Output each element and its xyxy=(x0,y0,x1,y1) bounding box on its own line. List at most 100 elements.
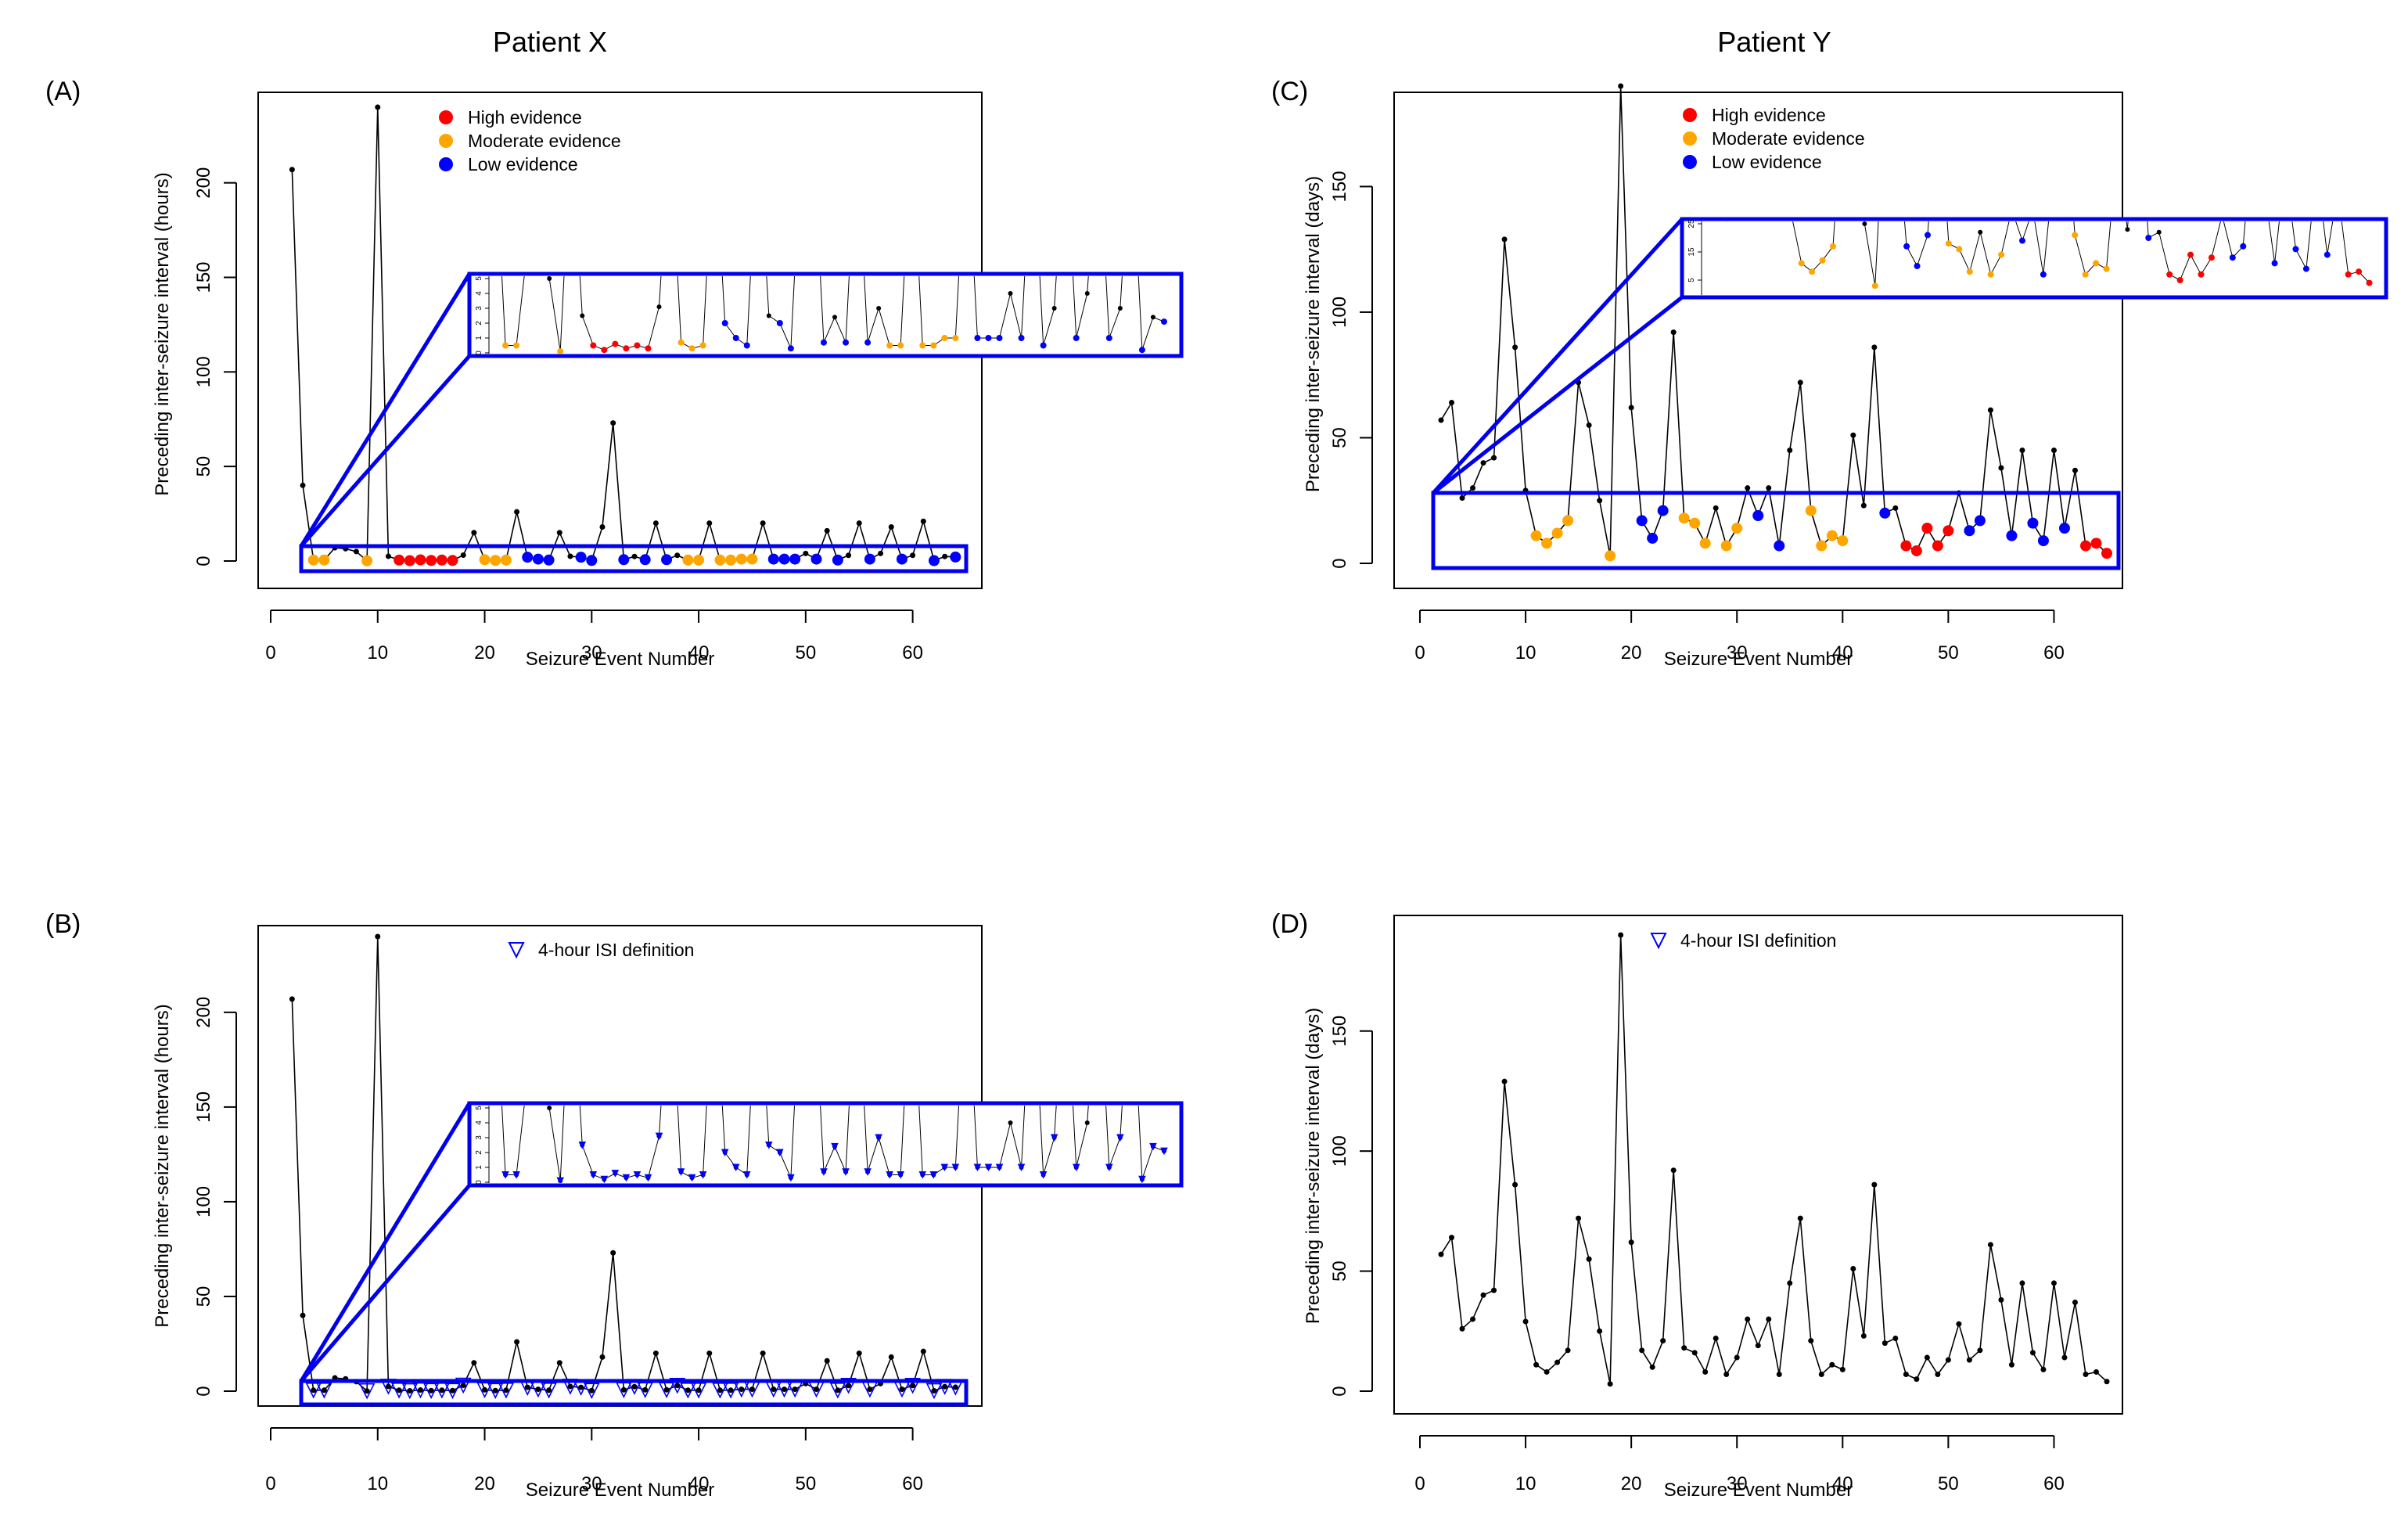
inset-data-point xyxy=(721,320,728,326)
inset-data-point xyxy=(688,345,695,352)
data-point-plain xyxy=(1597,1328,1603,1334)
inset-data-point xyxy=(776,320,783,326)
data-point-plain xyxy=(1533,1361,1540,1368)
inset-isi-triangle xyxy=(776,1149,784,1157)
data-point-moderate xyxy=(1530,530,1542,541)
y-tick-label: 50 xyxy=(193,456,214,477)
data-point-moderate xyxy=(682,554,694,566)
inset-data-point xyxy=(886,342,893,349)
data-point-plain xyxy=(910,552,916,559)
x-tick-label: 0 xyxy=(265,1473,275,1494)
zoom-region-box xyxy=(299,1379,969,1407)
inset-data-point xyxy=(2187,251,2194,258)
inset-isi-triangle xyxy=(973,1163,982,1172)
x-tick-label: 20 xyxy=(474,1473,495,1494)
inset-data-point xyxy=(876,306,882,311)
data-point-plain xyxy=(1850,1266,1856,1272)
x-tick-label: 20 xyxy=(1621,642,1642,663)
inset-data-point xyxy=(996,335,1003,341)
inset-data-point xyxy=(1018,335,1025,341)
data-point-plain xyxy=(663,1386,670,1393)
data-point-plain xyxy=(942,1383,948,1390)
data-point-moderate xyxy=(693,554,705,566)
data-point-plain xyxy=(856,520,862,527)
data-point-plain xyxy=(2019,448,2025,454)
data-point-high xyxy=(1921,523,1933,534)
inset-isi-triangle xyxy=(864,1168,872,1176)
inset-data-point xyxy=(1809,268,1816,275)
inset-data-point xyxy=(2125,227,2130,232)
inset-y-tick-label: 0 xyxy=(475,351,483,355)
y-tick-label: 100 xyxy=(193,356,214,387)
data-point-plain xyxy=(920,1348,926,1354)
data-point-plain xyxy=(1670,329,1677,336)
inset-isi-triangle xyxy=(918,1171,927,1179)
data-point-plain xyxy=(652,520,659,527)
zoom-region-box xyxy=(1431,491,2121,570)
inset-y-tick-label: 3 xyxy=(475,1135,483,1140)
inset-y-tick-label: 2 xyxy=(475,321,483,325)
inset-isi-triangle xyxy=(1072,1163,1080,1172)
x-tick-label: 10 xyxy=(1515,642,1536,663)
inset-data-point xyxy=(1150,315,1155,320)
data-point-low xyxy=(2006,530,2018,541)
data-point-plain xyxy=(888,1354,894,1360)
data-point-plain xyxy=(2072,1299,2078,1305)
data-point-low xyxy=(522,552,534,563)
data-point-plain xyxy=(1618,83,1624,89)
y-tick-label: 50 xyxy=(1329,427,1350,448)
x-tick-label: 0 xyxy=(265,642,275,663)
data-point-high xyxy=(394,554,405,566)
inset-data-point xyxy=(864,339,872,346)
legend-marker-high xyxy=(439,110,453,124)
data-point-plain xyxy=(1966,1357,1972,1363)
inset-isi-triangle xyxy=(940,1163,949,1172)
isi-triangle-marker xyxy=(498,1382,515,1399)
x-tick-label: 10 xyxy=(367,1473,388,1494)
data-point-plain xyxy=(535,1386,541,1393)
data-point-moderate xyxy=(1678,512,1690,524)
data-point-plain xyxy=(620,1386,627,1393)
inset-data-point xyxy=(2240,243,2247,250)
legend-label: 4-hour ISI definition xyxy=(1680,930,1836,951)
data-point-plain xyxy=(471,1360,477,1366)
data-point-low xyxy=(1774,540,1785,552)
data-point-plain xyxy=(610,420,616,426)
data-point-plain xyxy=(1914,1376,1920,1383)
isi-triangle-marker xyxy=(358,1383,376,1400)
x-tick-label: 10 xyxy=(1515,1473,1536,1494)
inset-data-point xyxy=(1008,1120,1013,1125)
data-point-low xyxy=(543,554,555,566)
inset-data-point xyxy=(1105,335,1112,341)
data-point-plain xyxy=(771,1386,777,1393)
data-point-plain xyxy=(1501,236,1508,243)
data-point-plain xyxy=(910,1383,916,1389)
inset-data-point xyxy=(1051,306,1057,311)
inset-data-point xyxy=(2345,271,2352,278)
inset-isi-triangle xyxy=(1105,1163,1113,1172)
x-tick-label: 60 xyxy=(902,642,923,663)
inset-data-point xyxy=(1160,318,1167,325)
inset-data-point xyxy=(1084,1120,1090,1125)
inset-isi-triangle xyxy=(765,1142,773,1149)
x-axis-label: Seizure Event Number xyxy=(526,1480,714,1501)
inset-isi-triangle xyxy=(831,1142,839,1151)
data-point-plain xyxy=(482,1386,488,1393)
data-point-moderate xyxy=(1805,505,1817,516)
inset-isi-triangle xyxy=(578,1142,587,1149)
inset-isi-triangle xyxy=(1017,1163,1026,1172)
data-point-plain xyxy=(588,1387,595,1394)
zoom-connector-line xyxy=(300,354,471,548)
data-point-plain xyxy=(556,1360,562,1366)
inset-data-point xyxy=(1862,221,1867,226)
inset-data-point xyxy=(1914,263,1921,269)
data-point-plain xyxy=(1607,1381,1613,1387)
data-point-plain xyxy=(300,482,306,488)
data-point-plain xyxy=(1438,1251,1444,1257)
inset-data-point xyxy=(1830,243,1837,250)
x-tick-label: 20 xyxy=(474,642,495,663)
y-axis-label: Preceding inter-seizure interval (days) xyxy=(1303,1008,1324,1324)
isi-triangle-marker xyxy=(541,1382,557,1399)
data-point-moderate xyxy=(361,555,373,566)
isi-triangle-marker xyxy=(840,1377,857,1394)
